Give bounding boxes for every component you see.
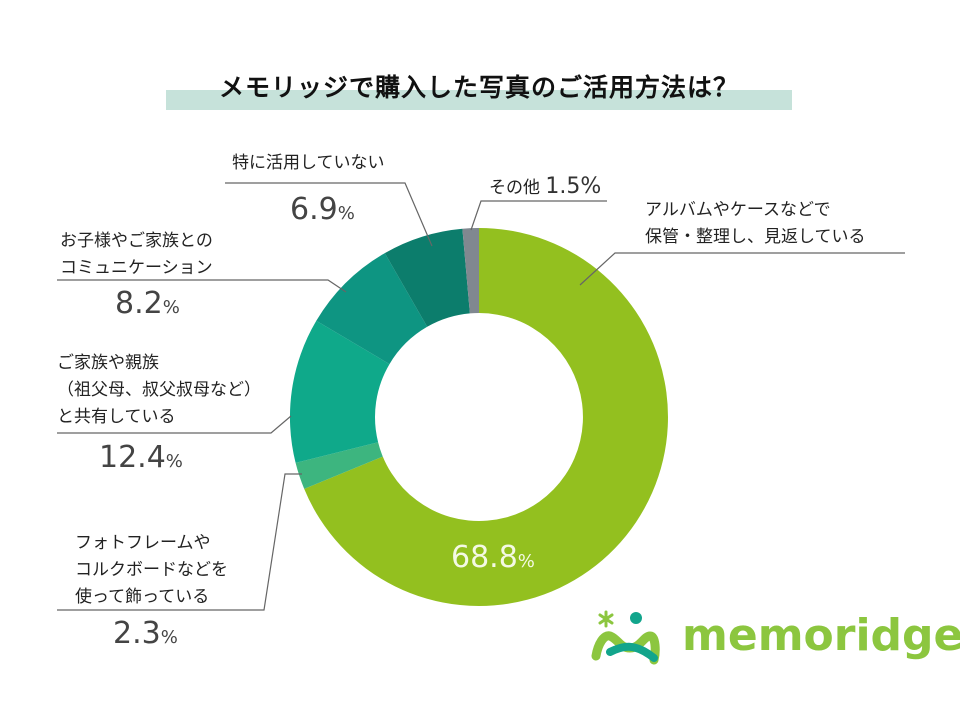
value-unit: % <box>162 297 180 318</box>
label-communication-line2: コミュニケーション <box>60 258 213 278</box>
label-album-line2: 保管・整理し、見返している <box>645 227 866 247</box>
memoridge-logo: memoridge <box>590 608 960 670</box>
label-frame: フォトフレームや コルクボードなどを 使って飾っている <box>75 530 228 611</box>
value-number: 8.2 <box>115 286 163 321</box>
label-share-line2: （祖父母、叔父叔母など） <box>57 380 261 400</box>
dot-icon <box>630 612 642 624</box>
label-share: ご家族や親族 （祖父母、叔父叔母など） と共有している <box>57 350 261 431</box>
leader-not-used <box>225 182 433 247</box>
value-share: 12.4% <box>99 440 183 475</box>
label-other-text: その他 <box>489 178 540 198</box>
value-communication: 8.2% <box>115 286 180 321</box>
label-other: その他 1.5% <box>489 173 601 199</box>
value-other: 1.5% <box>545 174 602 199</box>
label-share-line1: ご家族や親族 <box>57 353 159 373</box>
value-unit: % <box>165 451 183 472</box>
leader-share <box>57 415 292 434</box>
value-album: 68.8% <box>451 540 535 575</box>
label-frame-line1: フォトフレームや <box>75 533 211 553</box>
logo-text: memoridge <box>682 610 960 661</box>
label-communication-line1: お子様やご家族との <box>60 231 213 251</box>
value-number: 12.4 <box>99 440 166 475</box>
label-not-used: 特に活用していない <box>232 153 385 173</box>
slice-share <box>289 320 390 463</box>
leader-album <box>579 252 905 286</box>
slice-album <box>304 228 668 606</box>
memoridge-mark-icon <box>591 610 660 665</box>
value-unit: % <box>337 203 355 224</box>
value-number: 6.9 <box>290 192 338 227</box>
value-unit: % <box>160 627 178 648</box>
slice-other <box>462 227 479 314</box>
label-communication: お子様やご家族との コミュニケーション <box>60 228 213 282</box>
value-not-used: 6.9% <box>290 192 355 227</box>
label-frame-line3: 使って飾っている <box>75 587 210 607</box>
value-number: 68.8 <box>451 540 518 575</box>
title-band <box>166 90 792 110</box>
asterisk-icon <box>598 610 614 628</box>
value-number: 2.3 <box>113 616 161 651</box>
slice-frame <box>295 442 383 489</box>
label-album-line1: アルバムやケースなどで <box>645 200 831 220</box>
value-frame: 2.3% <box>113 616 178 651</box>
leader-frame <box>57 473 302 611</box>
chart-title: メモリッジで購入した写真のご活用方法は？ <box>218 73 739 102</box>
slice-communication <box>316 253 428 365</box>
leader-communication <box>57 279 347 293</box>
value-unit: % <box>517 551 535 572</box>
label-album: アルバムやケースなどで 保管・整理し、見返している <box>645 197 866 251</box>
slice-not-used <box>384 228 470 327</box>
label-frame-line2: コルクボードなどを <box>75 560 228 580</box>
leader-other <box>470 200 607 231</box>
label-share-line3: と共有している <box>57 407 176 427</box>
